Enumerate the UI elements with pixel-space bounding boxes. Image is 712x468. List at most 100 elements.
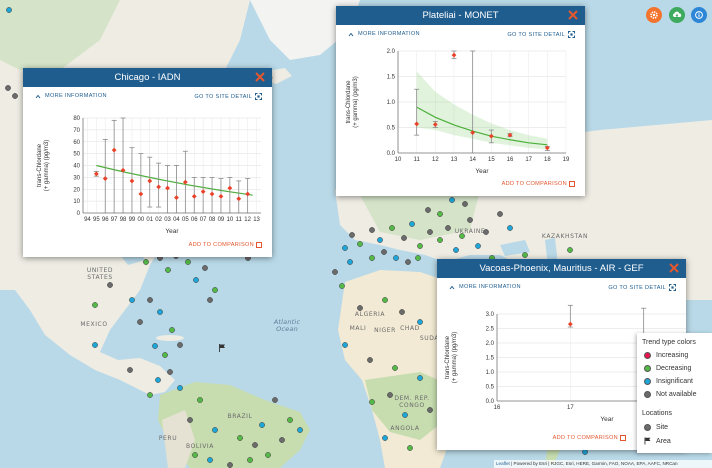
site-marker — [369, 399, 375, 405]
map-label-kazakhstan: KAZAKHSTAN — [542, 233, 588, 240]
x-tick-label: 96 — [102, 217, 109, 223]
site-marker — [382, 435, 388, 441]
y-axis-label-line: (+ gamma) (pg/m3) — [353, 76, 359, 128]
data-point — [227, 185, 233, 191]
x-tick-label: 12 — [244, 217, 251, 223]
download-button[interactable] — [669, 7, 685, 23]
settings-button[interactable] — [646, 7, 662, 23]
map-label-line: DEM. REP. — [394, 395, 429, 402]
site-marker — [382, 297, 388, 303]
trend-line — [416, 106, 548, 146]
map-label-line: MALI — [350, 325, 367, 332]
add-to-comparison-button[interactable]: ADD TO COMPARISON — [502, 181, 575, 187]
south-america-land — [158, 382, 310, 468]
site-marker — [212, 287, 218, 293]
checkbox-icon — [620, 435, 626, 441]
close-icon[interactable] — [668, 262, 680, 274]
x-tick-label: 05 — [182, 217, 189, 223]
site-marker — [459, 233, 465, 239]
site-marker — [177, 385, 183, 391]
map-attribution: Leaflet | Powered by Esri | RJGC, Esri, … — [494, 460, 712, 468]
y-axis-label-line: (+ gamma) (pg/m3) — [44, 140, 50, 192]
site-marker — [453, 247, 459, 253]
checkbox-icon — [256, 242, 262, 248]
y-tick-label: 1.0 — [387, 100, 396, 106]
leaflet-link[interactable]: Leaflet — [496, 461, 510, 466]
popup-plateliai: Plateliai - MONET MORE INFORMATION GO TO… — [336, 6, 585, 196]
site-marker — [185, 259, 191, 265]
expand-icon — [669, 284, 676, 291]
y-tick-label: 0 — [77, 211, 81, 217]
info-button[interactable] — [691, 7, 707, 23]
data-point — [191, 193, 197, 199]
y-tick-label: 0.0 — [387, 151, 396, 157]
popup-header: Plateliai - MONET — [336, 6, 585, 25]
data-point — [209, 191, 215, 197]
x-tick-label: 03 — [164, 217, 171, 223]
map-label-line: KAZAKHSTAN — [542, 233, 588, 240]
add-to-comparison-label: ADD TO COMPARISON — [552, 435, 618, 441]
data-point — [156, 184, 162, 190]
chart-plateliai: 0.0 0.5 1.0 1.5 2.0 10 11 12 13 14 15 16 17 18 19 Year t… — [346, 49, 570, 175]
site-marker — [349, 232, 355, 238]
site-marker — [129, 297, 135, 303]
x-tick-label: 11 — [414, 157, 421, 163]
site-marker — [207, 457, 213, 463]
add-to-comparison-button[interactable]: ADD TO COMPARISON — [553, 435, 626, 441]
data-point — [236, 196, 242, 202]
site-marker — [169, 327, 175, 333]
add-to-comparison-button[interactable]: ADD TO COMPARISON — [189, 242, 262, 248]
site-marker — [247, 457, 253, 463]
data-point — [129, 178, 135, 184]
y-axis-label-line: trans-Chlordane — [445, 335, 451, 379]
site-marker — [387, 392, 393, 398]
map-label-line: BRAZIL — [228, 413, 253, 420]
site-marker — [497, 211, 503, 217]
map-label-chad: CHAD — [400, 325, 420, 332]
legend-trend-title: Trend type colors — [642, 339, 696, 346]
x-tick-label: 11 — [236, 217, 243, 223]
map-label-mexico: MEXICO — [80, 321, 107, 328]
x-tick-label: 19 — [563, 157, 570, 163]
legend-item-decreasing: Decreasing — [644, 365, 691, 372]
more-information-link[interactable]: MORE INFORMATION — [348, 31, 420, 37]
site-marker — [272, 397, 278, 403]
legend-item-not-available: Not available — [644, 391, 696, 398]
gulf-of-mexico — [110, 320, 160, 352]
site-marker — [417, 375, 423, 381]
close-icon[interactable] — [567, 9, 579, 21]
site-marker — [197, 397, 203, 403]
site-marker — [467, 217, 473, 223]
x-tick-label: 00 — [138, 217, 145, 223]
not-available-dot-icon — [644, 391, 651, 398]
legend-label: Increasing — [656, 352, 689, 359]
site-marker — [165, 267, 171, 273]
x-tick-label: 08 — [209, 217, 216, 223]
go-to-site-detail-link[interactable]: GO TO SITE DETAIL — [194, 93, 262, 100]
x-tick-label: 07 — [200, 217, 207, 223]
close-icon[interactable] — [254, 71, 266, 83]
go-to-site-detail-link[interactable]: GO TO SITE DETAIL — [507, 31, 575, 38]
go-to-site-detail-link[interactable]: GO TO SITE DETAIL — [608, 284, 676, 291]
x-tick-label: 06 — [191, 217, 198, 223]
y-tick-label: 2.0 — [387, 49, 396, 55]
chevron-up-icon — [449, 285, 455, 289]
map-label-line: SUDAN — [420, 335, 444, 342]
site-marker — [157, 309, 163, 315]
more-information-link[interactable]: MORE INFORMATION — [35, 93, 107, 99]
legend-label: Site — [656, 424, 669, 431]
site-marker — [339, 283, 345, 289]
x-tick-label: 10 — [227, 217, 234, 223]
more-information-link[interactable]: MORE INFORMATION — [449, 284, 521, 290]
x-axis-label: Year — [600, 416, 614, 423]
decreasing-dot-icon — [644, 365, 651, 372]
site-marker — [475, 243, 481, 249]
data-point — [147, 178, 153, 184]
site-marker — [377, 237, 383, 243]
map-label-algeria: ALGERIA — [355, 311, 385, 318]
site-marker — [417, 319, 423, 325]
map-label-drc: DEM. REP. CONGO — [394, 395, 429, 409]
data-point — [102, 176, 108, 181]
add-to-comparison-label: ADD TO COMPARISON — [188, 242, 254, 248]
legend-locations-title: Locations — [642, 410, 672, 417]
